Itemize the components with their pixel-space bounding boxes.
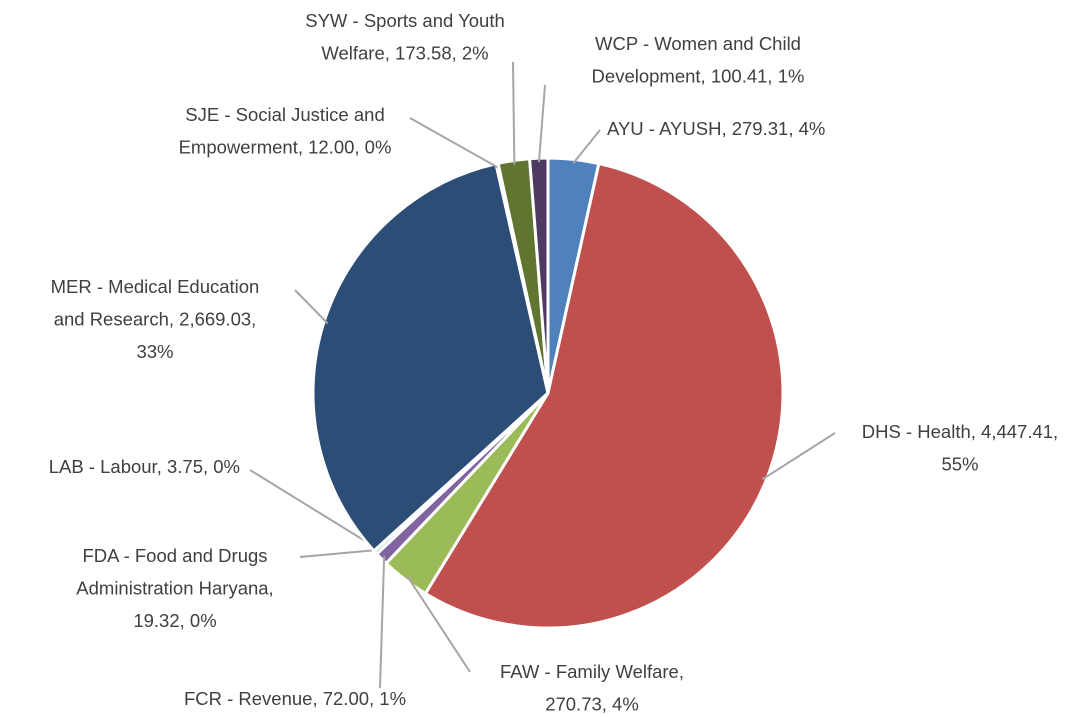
data-label-line: and Research, 2,669.03,: [54, 308, 257, 329]
data-label-line: SJE - Social Justice and: [185, 104, 384, 125]
data-label-line: AYU - AYUSH, 279.31, 4%: [607, 118, 825, 139]
data-label: FAW - Family Welfare, 270.73, 4%: [500, 661, 684, 715]
leader-line: [249, 469, 378, 550]
data-label-line: MER - Medical Education: [51, 276, 260, 297]
data-label-line: DHS - Health, 4,447.41,: [862, 421, 1058, 442]
data-label: WCP - Women and Child Development, 100.41…: [592, 33, 805, 87]
data-label: SJE - Social Justice and Empowerment, 12.…: [179, 104, 392, 158]
leader-line: [512, 61, 516, 165]
data-label: LAB - Labour, 3.75, 0%: [49, 456, 240, 477]
data-label-line: LAB - Labour, 3.75, 0%: [49, 456, 240, 477]
data-label-line: FDA - Food and Drugs: [82, 545, 267, 566]
leader-line: [572, 129, 601, 164]
data-label-line: 19.32, 0%: [133, 610, 216, 631]
data-label-line: FCR - Revenue, 72.00, 1%: [184, 688, 406, 709]
data-label: FCR - Revenue, 72.00, 1%: [184, 688, 406, 709]
data-label-line: 270.73, 4%: [545, 693, 639, 714]
data-label-line: Welfare, 173.58, 2%: [321, 42, 488, 63]
data-label-line: Empowerment, 12.00, 0%: [179, 136, 392, 157]
leader-line: [537, 84, 546, 163]
data-label-line: 33%: [136, 341, 173, 362]
data-label-line: WCP - Women and Child: [595, 33, 801, 54]
data-label-line: SYW - Sports and Youth: [305, 10, 505, 31]
data-label: MER - Medical Education and Research, 2,6…: [51, 276, 260, 362]
data-label: FDA - Food and Drugs Administration Harya…: [76, 545, 273, 631]
data-label-line: 55%: [941, 453, 978, 474]
data-label-line: FAW - Family Welfare,: [500, 661, 684, 682]
leader-line: [299, 548, 379, 558]
leader-line: [406, 575, 471, 673]
data-label-line: Administration Haryana,: [76, 577, 273, 598]
leader-line: [294, 289, 329, 325]
data-label: SYW - Sports and Youth Welfare, 173.58, 2…: [305, 10, 505, 64]
pie-slice: [311, 162, 550, 553]
data-label: AYU - AYUSH, 279.31, 4%: [607, 118, 825, 139]
leader-line: [409, 117, 499, 169]
data-label: DHS - Health, 4,447.41, 55%: [862, 421, 1058, 475]
leader-line: [379, 555, 386, 689]
leader-line: [761, 432, 836, 481]
data-label-line: Development, 100.41, 1%: [592, 65, 805, 86]
pie-slice: [423, 162, 785, 630]
